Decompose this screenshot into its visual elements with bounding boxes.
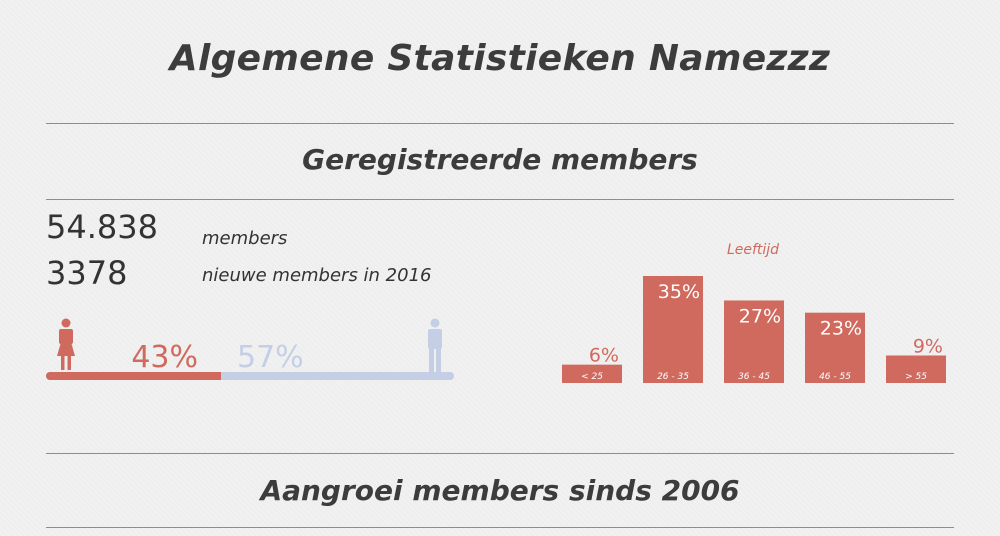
age-bar (724, 300, 784, 383)
new-members-label: nieuwe members in 2016 (202, 265, 432, 286)
age-bar-value-label: 23% (820, 318, 862, 340)
female-person-icon (57, 318, 75, 370)
male-percentage: 57% (237, 340, 304, 375)
divider (46, 123, 954, 124)
age-category-label: 26 - 35 (657, 372, 689, 382)
new-members-value: 3378 (46, 254, 128, 292)
age-category-label: 36 - 45 (738, 372, 770, 382)
age-bar (562, 364, 622, 383)
gender-split-bar (46, 372, 454, 380)
female-percentage: 43% (131, 340, 198, 375)
age-bar-chart: 6% < 25 35% 26 - 35 27% 36 - 45 23% 46 - 55 9% > … (562, 276, 946, 383)
total-members-label: members (202, 228, 288, 249)
section-title-registered: Geregistreerde members (302, 143, 698, 176)
page-title: Algemene Statistieken Namezzz (169, 38, 831, 79)
age-chart-title: Leeftijd (726, 242, 780, 258)
age-bar (886, 355, 946, 383)
male-share-fill (221, 372, 454, 380)
female-share-fill (46, 372, 222, 380)
age-bar-value-label: 35% (658, 281, 700, 303)
total-members-value: 54.838 (46, 208, 158, 246)
age-bar (805, 312, 865, 383)
age-category-label: > 55 (905, 372, 927, 382)
section-title-growth: Aangroei members sinds 2006 (260, 474, 740, 507)
age-category-label: 46 - 55 (819, 372, 851, 382)
divider (46, 527, 954, 528)
age-bar-value-label: 27% (739, 305, 781, 327)
male-person-icon (428, 318, 442, 372)
divider (46, 199, 954, 200)
divider (46, 453, 954, 454)
age-bar-value-label: 6% (589, 345, 619, 367)
age-category-label: < 25 (581, 372, 603, 382)
age-bar-value-label: 9% (913, 335, 943, 357)
age-bar (643, 276, 703, 383)
